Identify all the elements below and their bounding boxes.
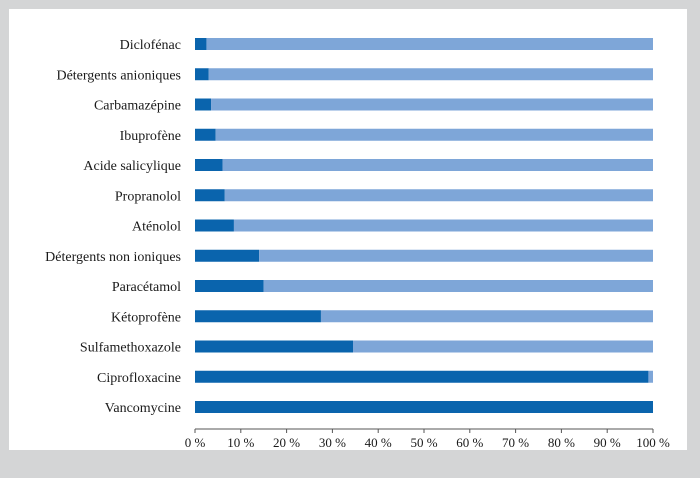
bar-segment-dark-diclofenac [195, 38, 207, 50]
bar-segment-light-sulfamethoxazole [353, 340, 653, 353]
category-label-propranolol: Propranolol [115, 189, 181, 204]
bar-segment-dark-ibuprofene [195, 128, 216, 141]
bar-segment-light-diclofenac [206, 38, 653, 50]
x-tick-label: 20 % [273, 435, 300, 450]
bar-segment-dark-detergents-non-ioniques [195, 249, 260, 262]
category-labels: Diclofénac Détergents anioniques Carbamazé… [45, 38, 181, 416]
stacked-bar-chart: Diclofénac Détergents anioniques Carbamazé… [45, 38, 670, 450]
bar-segment-light-ciprofloxacine [648, 370, 653, 383]
bar-segment-dark-acide-salicylique [195, 159, 223, 171]
bar-segment-dark-detergents-anioniques [195, 68, 209, 81]
bar-segment-light-paracetamol [263, 280, 653, 292]
bar-segment-light-ketoprofene [320, 310, 653, 323]
bar-segment-light-carbamazepine [211, 98, 653, 111]
bar-segment-light-detergents-non-ioniques [259, 249, 653, 262]
x-axis: 0 % 10 % 20 % 30 % 40 % 50 % 60 % 70 % 80 % 90 % 1… [185, 428, 670, 450]
x-tick-label: 60 % [456, 435, 483, 450]
x-tick-label: 90 % [594, 435, 621, 450]
category-label-sulfamethoxazole: Sulfamethoxazole [80, 341, 181, 356]
x-tick-label: 10 % [227, 435, 254, 450]
bar-segment-dark-propranolol [195, 189, 225, 202]
category-label-atenolol: Aténolol [132, 220, 181, 235]
bar-segment-light-propranolol [224, 189, 653, 202]
bar-segment-light-detergents-anioniques [208, 68, 654, 81]
category-label-vancomycine: Vancomycine [105, 401, 181, 416]
category-label-acide-salicylique: Acide salicylique [83, 159, 181, 174]
bar-segment-dark-carbamazepine [195, 98, 212, 111]
category-label-diclofenac: Diclofénac [120, 38, 181, 53]
bar-segment-dark-ketoprofene [195, 310, 321, 323]
bar-segment-light-acide-salicylique [222, 159, 654, 171]
bar-segment-dark-atenolol [195, 219, 234, 232]
category-label-paracetamol: Paracétamol [112, 280, 181, 295]
bar-segment-light-atenolol [233, 219, 653, 232]
chart-panel: Diclofénac Détergents anioniques Carbamazé… [9, 9, 687, 450]
category-label-ibuprofene: Ibuprofène [120, 129, 181, 144]
bar-segment-dark-paracetamol [195, 280, 264, 292]
x-tick-label: 0 % [185, 435, 206, 450]
bar-segment-dark-vancomycine [195, 401, 653, 413]
x-tick-label: 80 % [548, 435, 575, 450]
category-label-detergents-anioniques: Détergents anioniques [56, 68, 181, 83]
category-label-carbamazepine: Carbamazépine [94, 99, 181, 114]
x-tick-label: 100 % [636, 435, 670, 450]
category-label-ciprofloxacine: Ciprofloxacine [97, 371, 181, 386]
bar-segment-dark-sulfamethoxazole [195, 340, 354, 353]
category-label-detergents-non-ioniques: Détergents non ioniques [45, 250, 181, 265]
bars-layer [195, 38, 654, 413]
x-tick-label: 40 % [365, 435, 392, 450]
x-tick-label: 70 % [502, 435, 529, 450]
x-tick-label: 30 % [319, 435, 346, 450]
bar-segment-light-ibuprofene [215, 128, 654, 141]
x-tick-label: 50 % [410, 435, 437, 450]
bar-segment-dark-ciprofloxacine [195, 370, 649, 383]
category-label-ketoprofene: Kétoprofène [111, 310, 181, 325]
